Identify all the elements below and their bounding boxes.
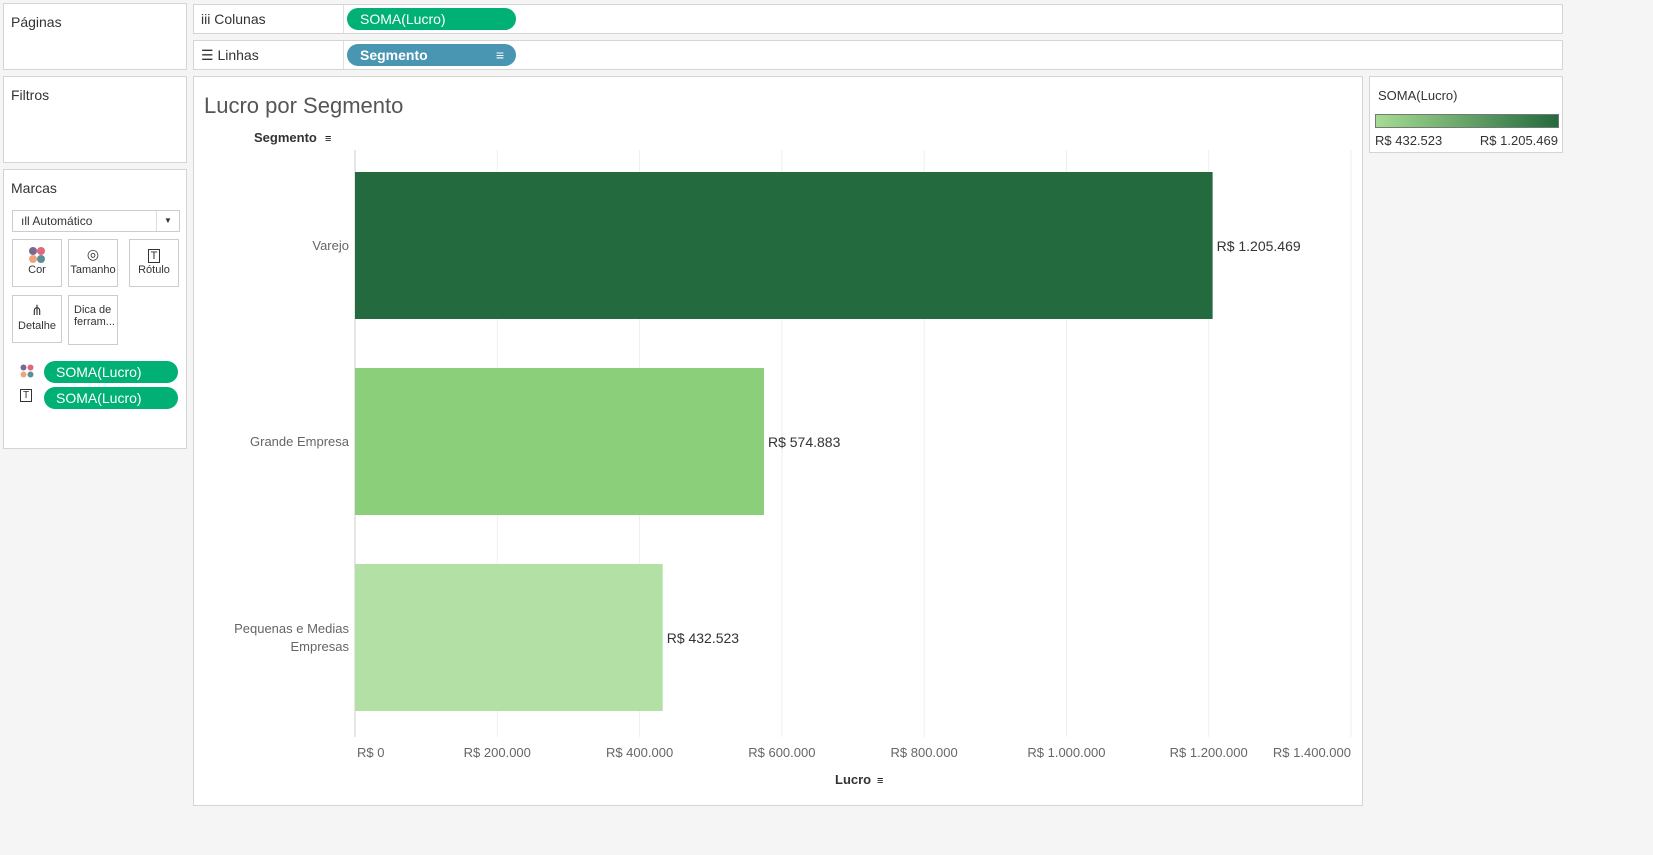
rows-label: ☰ Linhas (194, 41, 344, 69)
columns-icon: iii (201, 11, 215, 27)
y-tick-label: Empresas (290, 639, 349, 654)
tooltip-card[interactable]: Dica de ferram... (68, 295, 118, 345)
size-card[interactable]: ◎ Tamanho (68, 239, 118, 287)
columns-pill[interactable]: SOMA(Lucro) (347, 8, 516, 30)
x-sort-icon: ≡ (877, 775, 883, 787)
rows-label-text: Linhas (217, 47, 259, 63)
columns-label: iii Colunas (194, 5, 344, 33)
bar (355, 564, 663, 711)
card-label: Rótulo (138, 264, 170, 276)
card-label: Dica de ferram... (74, 304, 115, 328)
marks-panel: Marcas ıll Automático ▼ Cor ◎ Tamanho T Ró… (3, 169, 187, 449)
x-tick-label: R$ 600.000 (748, 745, 815, 760)
rows-pill[interactable]: Segmento ≡ (347, 44, 516, 66)
rows-pill-text: Segmento (360, 47, 428, 63)
legend-gradient (1375, 114, 1559, 128)
y-axis-title: Segmento (254, 130, 317, 145)
mark-type-select[interactable]: ıll Automático ▼ (12, 210, 180, 232)
y-tick-label: Varejo (312, 238, 349, 253)
color-card[interactable]: Cor (12, 239, 62, 287)
y-tick-label: Grande Empresa (250, 434, 350, 449)
text-icon: T (130, 246, 178, 264)
bar (355, 368, 764, 515)
data-label: R$ 1.205.469 (1217, 238, 1301, 254)
color-field-pill[interactable]: SOMA(Lucro) (44, 361, 178, 383)
detail-icon: ⋔ (31, 302, 43, 318)
label-card[interactable]: T Rótulo (129, 239, 179, 287)
detail-card[interactable]: ⋔ Detalhe (12, 295, 62, 343)
chart-title: Lucro por Segmento (204, 93, 403, 118)
card-label: Detalhe (18, 320, 56, 332)
data-label: R$ 574.883 (768, 434, 841, 450)
x-tick-label: R$ 400.000 (606, 745, 673, 760)
chevron-down-icon: ▼ (156, 211, 179, 231)
legend-max: R$ 1.205.469 (1479, 133, 1558, 148)
card-label: Cor (28, 264, 46, 276)
legend-title: SOMA(Lucro) (1378, 88, 1458, 103)
x-tick-label: R$ 800.000 (891, 745, 958, 760)
color-icon (13, 246, 61, 264)
columns-shelf[interactable]: iii Colunas SOMA(Lucro) (193, 4, 1563, 34)
x-tick-label: R$ 1.200.000 (1170, 745, 1248, 760)
y-tick-label: Pequenas e Medias (234, 621, 349, 636)
label-field-pill[interactable]: SOMA(Lucro) (44, 387, 178, 409)
bar-chart-icon: ıll (21, 214, 33, 228)
size-icon: ◎ (86, 246, 100, 262)
card-label: Tamanho (70, 264, 116, 276)
rows-shelf[interactable]: ☰ Linhas Segmento ≡ (193, 40, 1563, 70)
legend-min: R$ 432.523 (1375, 133, 1443, 148)
rows-icon: ☰ (201, 47, 218, 63)
pages-panel[interactable]: Páginas (3, 3, 187, 70)
x-axis-title: Lucro (835, 772, 871, 787)
x-tick-label: R$ 0 (357, 745, 384, 760)
pages-title: Páginas (11, 14, 62, 30)
data-label: R$ 432.523 (667, 630, 740, 646)
marks-title: Marcas (11, 180, 57, 196)
bar (355, 172, 1213, 319)
filters-title: Filtros (11, 87, 50, 103)
columns-label-text: Colunas (214, 11, 266, 27)
filters-panel[interactable]: Filtros (3, 76, 187, 163)
x-tick-label: R$ 1.400.000 (1273, 745, 1351, 760)
color-legend[interactable]: SOMA(Lucro) R$ 432.523 R$ 1.205.469 (1369, 76, 1563, 153)
y-sort-icon: ≡ (325, 133, 331, 145)
text-icon: T (20, 389, 33, 402)
mark-type-value: Automático (32, 214, 93, 228)
sort-icon: ≡ (495, 47, 504, 63)
color-icon (20, 364, 34, 383)
x-tick-label: R$ 1.000.000 (1027, 745, 1105, 760)
x-tick-label: R$ 200.000 (464, 745, 531, 760)
